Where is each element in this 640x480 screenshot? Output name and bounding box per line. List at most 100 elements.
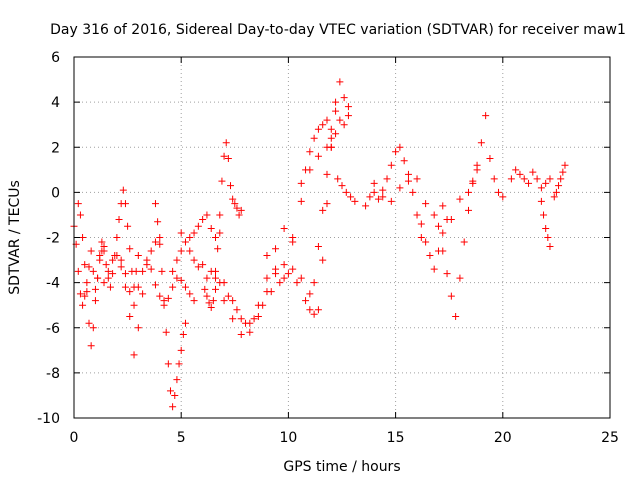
data-point xyxy=(370,188,378,196)
data-point xyxy=(520,175,528,183)
data-point xyxy=(218,177,226,185)
data-point xyxy=(147,247,155,255)
data-point xyxy=(194,263,202,271)
data-point xyxy=(409,188,417,196)
data-point xyxy=(434,222,442,230)
x-tick-label: 5 xyxy=(177,430,186,446)
data-point xyxy=(512,166,520,174)
data-point xyxy=(473,166,481,174)
data-point xyxy=(486,155,494,163)
data-point xyxy=(293,279,301,287)
data-point xyxy=(235,211,243,219)
y-tick-label: -2 xyxy=(46,231,60,247)
data-point xyxy=(229,195,237,203)
data-point xyxy=(173,376,181,384)
data-point xyxy=(430,211,438,219)
data-point xyxy=(104,267,112,275)
data-point xyxy=(342,188,350,196)
data-point xyxy=(544,234,552,241)
data-point xyxy=(74,200,82,208)
data-point xyxy=(272,265,280,273)
data-point xyxy=(205,299,213,307)
data-point xyxy=(224,155,232,163)
x-tick-label: 10 xyxy=(279,430,297,446)
data-point xyxy=(126,288,134,296)
data-point xyxy=(212,267,220,275)
data-point xyxy=(186,247,194,255)
data-point xyxy=(546,175,554,183)
data-point xyxy=(190,229,198,237)
data-point xyxy=(327,143,335,151)
data-point xyxy=(242,319,250,327)
data-point xyxy=(186,290,194,298)
data-point xyxy=(85,319,93,327)
data-point xyxy=(537,184,545,192)
data-point xyxy=(422,200,430,208)
data-point xyxy=(314,125,322,133)
data-point xyxy=(332,98,340,106)
data-point xyxy=(516,170,524,178)
data-point xyxy=(336,116,344,124)
data-point xyxy=(222,139,230,147)
data-point xyxy=(83,279,91,287)
data-point xyxy=(557,175,565,183)
grid-lines xyxy=(74,57,610,418)
data-point xyxy=(490,175,498,183)
data-point xyxy=(310,134,318,142)
data-point xyxy=(203,292,211,300)
data-point xyxy=(177,346,185,354)
data-point xyxy=(207,224,215,232)
data-point xyxy=(91,297,99,305)
y-tick-label: 0 xyxy=(51,185,60,201)
x-tick-label: 0 xyxy=(70,430,79,446)
data-point xyxy=(477,139,485,147)
data-point xyxy=(546,243,554,251)
x-tick-label: 25 xyxy=(601,430,619,446)
data-point xyxy=(254,312,262,320)
data-point xyxy=(194,222,202,230)
data-point xyxy=(162,328,170,336)
data-points xyxy=(70,78,569,411)
data-point xyxy=(151,238,159,246)
data-point xyxy=(456,274,464,282)
data-point xyxy=(156,240,164,248)
data-point xyxy=(207,303,215,311)
data-point xyxy=(323,116,331,124)
data-point xyxy=(87,247,95,255)
data-point xyxy=(344,112,352,120)
data-point xyxy=(156,292,164,300)
data-point xyxy=(181,319,189,327)
data-point xyxy=(203,211,211,219)
data-point xyxy=(464,206,472,214)
data-point xyxy=(404,170,412,178)
data-point xyxy=(100,243,108,251)
data-point xyxy=(179,331,187,339)
data-point xyxy=(452,312,460,320)
data-point xyxy=(383,175,391,183)
data-point xyxy=(76,211,84,219)
data-point xyxy=(289,238,297,246)
data-point xyxy=(559,168,567,176)
data-point xyxy=(124,222,132,230)
y-axis-label: SDTVAR / TECUs xyxy=(7,180,23,295)
data-point xyxy=(117,263,125,271)
data-point xyxy=(280,274,288,282)
data-point xyxy=(98,247,106,255)
data-point xyxy=(263,274,271,282)
data-point xyxy=(89,324,97,332)
data-point xyxy=(177,247,185,255)
data-point xyxy=(280,261,288,269)
data-point xyxy=(113,234,121,241)
data-point xyxy=(104,274,112,282)
data-point xyxy=(529,168,537,176)
data-point xyxy=(98,238,106,246)
y-tick-label: -10 xyxy=(37,411,60,427)
data-point xyxy=(220,297,228,305)
data-point xyxy=(85,263,93,271)
data-point xyxy=(422,238,430,246)
data-point xyxy=(121,270,129,278)
data-point xyxy=(177,229,185,237)
data-point xyxy=(79,301,87,309)
y-tick-label: 2 xyxy=(51,140,60,156)
